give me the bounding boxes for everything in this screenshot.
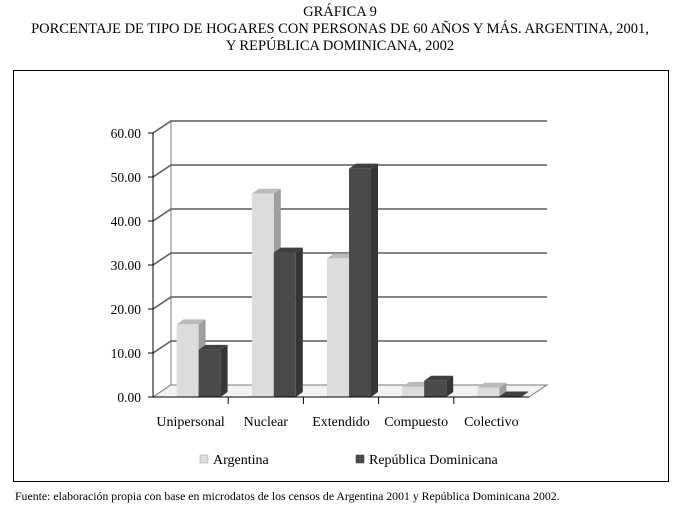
- legend-label: Argentina: [213, 453, 270, 468]
- source-note: Fuente: elaboración propia con base en m…: [15, 489, 560, 503]
- x-category-label: Extendido: [312, 415, 370, 430]
- gridline: [152, 164, 547, 178]
- x-category-label: Compuesto: [384, 415, 448, 430]
- y-tick-label: 30.00: [111, 258, 142, 273]
- bar-rep-blica-dominicana-nuclear: [273, 247, 303, 397]
- figure-label: GRÁFICA 9: [303, 4, 377, 20]
- gridline: [152, 252, 547, 266]
- x-category-label: Nuclear: [244, 415, 289, 430]
- chart-title-line-1: PORCENTAJE DE TIPO DE HOGARES CON PERSON…: [31, 21, 649, 37]
- y-tick-label: 0.00: [117, 390, 141, 405]
- bar-rep-blica-dominicana-extendido: [349, 163, 378, 397]
- bar-argentina-colectivo: [477, 382, 507, 397]
- chart-title-line-2: Y REPÚBLICA DOMINICANA, 2002: [225, 38, 455, 54]
- bar-rep-blica-dominicana-compuesto: [424, 375, 454, 397]
- y-tick-label: 40.00: [111, 214, 142, 229]
- y-tick-label: 60.00: [111, 126, 142, 141]
- chart-frame: 0.00 10.00 20.00 30.00 40.00 50.00 60.00 Uniper…: [13, 70, 669, 482]
- gridline: [152, 340, 547, 354]
- gridline: [152, 120, 547, 134]
- gridline: [152, 208, 547, 222]
- legend-label: República Dominicana: [369, 453, 498, 468]
- legend-swatch: [355, 454, 365, 464]
- legend-swatch: [199, 454, 209, 464]
- gridline: [152, 296, 547, 310]
- bar-chart: 0.00 10.00 20.00 30.00 40.00 50.00 60.00 Uniper…: [111, 120, 549, 468]
- bar-rep-blica-dominicana-unipersonal: [198, 344, 228, 397]
- y-tick-label: 20.00: [111, 302, 142, 317]
- x-category-label: Colectivo: [464, 415, 518, 430]
- y-tick-label: 50.00: [111, 170, 142, 185]
- x-category-label: Unipersonal: [156, 415, 225, 430]
- y-tick-label: 10.00: [111, 346, 142, 361]
